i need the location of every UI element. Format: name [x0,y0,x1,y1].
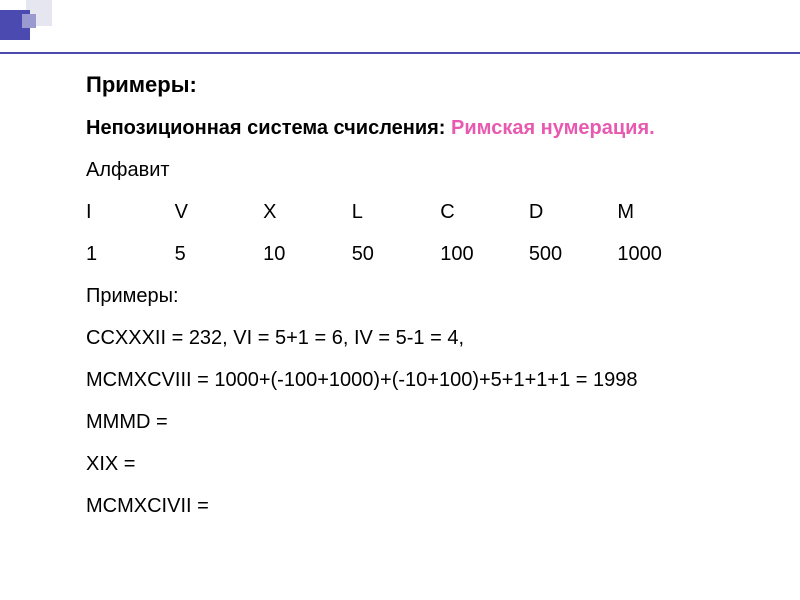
alphabet-heading: Алфавит [86,160,760,180]
examples-heading: Примеры: [86,286,760,306]
deco-line [0,52,800,54]
table-row: 1 5 10 50 100 500 1000 [86,244,706,264]
subtitle-highlight: Римская нумерация. [451,117,655,139]
value-cell: 5 [175,244,264,264]
slide: Примеры: Непозиционная система счисления… [0,0,800,600]
value-cell: 500 [529,244,618,264]
title: Примеры: [86,74,760,96]
example-line: MCMXCVIII = 1000+(-100+1000)+(-10+100)+5… [86,370,760,390]
example-line: MCMXCIVII = [86,496,760,516]
table-row: I V X L C D M [86,202,706,244]
subtitle-label: Непозиционная система счисления: [86,117,451,139]
example-line: XIX = [86,454,760,474]
symbol-cell: C [440,202,529,244]
symbol-cell: I [86,202,175,244]
value-cell: 1 [86,244,175,264]
symbol-cell: V [175,202,264,244]
symbol-cell: X [263,202,352,244]
content: Примеры: Непозиционная система счисления… [86,74,760,538]
subtitle: Непозиционная система счисления: Римская… [86,118,760,138]
value-cell: 1000 [617,244,706,264]
example-line: CCXXXII = 232, VI = 5+1 = 6, IV = 5-1 = … [86,328,760,348]
symbol-cell: L [352,202,441,244]
alphabet-table: I V X L C D M 1 5 10 50 100 500 1000 [86,202,706,264]
value-cell: 50 [352,244,441,264]
value-cell: 100 [440,244,529,264]
header-decoration [0,0,800,65]
symbol-cell: M [617,202,706,244]
symbol-cell: D [529,202,618,244]
example-line: MMMD = [86,412,760,432]
deco-square-mid [22,14,36,28]
value-cell: 10 [263,244,352,264]
